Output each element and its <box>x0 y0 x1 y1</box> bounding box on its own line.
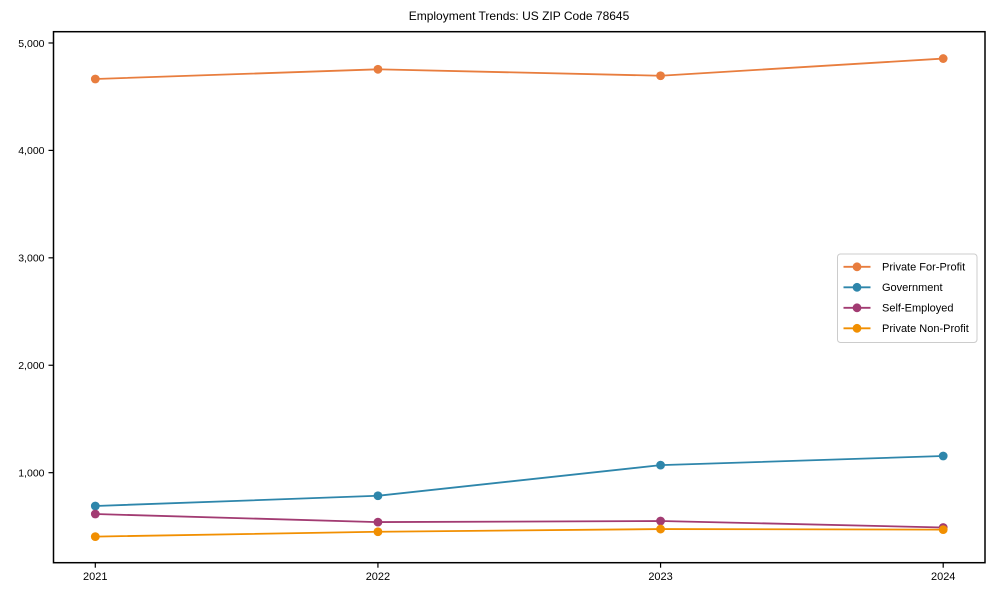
data-point-government-2024 <box>938 451 948 461</box>
chart-title: Employment Trends: US ZIP Code 78645 <box>408 9 630 23</box>
plot-border <box>52 30 986 564</box>
data-point-self-employed-2023 <box>656 516 665 526</box>
data-point-private-for-profit-2024 <box>938 54 948 63</box>
y-axis-tick-label: 1,000 <box>18 467 44 479</box>
x-axis-tick-label: 2024 <box>931 571 955 583</box>
legend-label: Government <box>882 282 943 294</box>
data-point-private-non-profit-2023 <box>656 524 665 534</box>
legend-marker-dot <box>852 303 862 313</box>
data-point-government-2022 <box>373 491 383 501</box>
data-point-private-non-profit-2021 <box>90 532 100 541</box>
y-axis-tick-label: 3,000 <box>18 253 44 265</box>
data-point-government-2021 <box>90 501 100 511</box>
series-line-self-employed <box>95 513 944 529</box>
data-point-private-non-profit-2024 <box>938 525 948 535</box>
legend-box <box>837 253 978 343</box>
x-axis-tick-label: 2021 <box>83 571 107 583</box>
legend-label: Private For-Profit <box>882 262 965 274</box>
legend-marker-dot <box>852 282 862 292</box>
x-axis-tick-label: 2023 <box>648 571 672 583</box>
y-axis-tick-label: 5,000 <box>18 38 44 50</box>
y-axis-tick-label: 4,000 <box>18 145 44 157</box>
series-line-private-for-profit <box>95 57 944 80</box>
x-axis-tick-label: 2022 <box>366 571 390 583</box>
data-point-self-employed-2021 <box>90 509 100 519</box>
data-point-private-non-profit-2022 <box>373 527 383 537</box>
legend-marker-dot <box>852 262 862 272</box>
legend-label: Self-Employed <box>882 303 954 315</box>
data-point-government-2023 <box>656 460 665 470</box>
legend-marker-dot <box>852 323 862 333</box>
series-line-private-non-profit <box>95 528 944 538</box>
data-point-self-employed-2022 <box>373 517 383 527</box>
data-point-private-for-profit-2023 <box>656 71 665 81</box>
y-axis-tick-label: 2,000 <box>18 360 44 372</box>
data-point-private-for-profit-2022 <box>373 64 383 74</box>
series-line-government <box>95 455 944 507</box>
legend-label: Private Non-Profit <box>882 323 969 335</box>
data-point-private-for-profit-2021 <box>90 74 100 84</box>
